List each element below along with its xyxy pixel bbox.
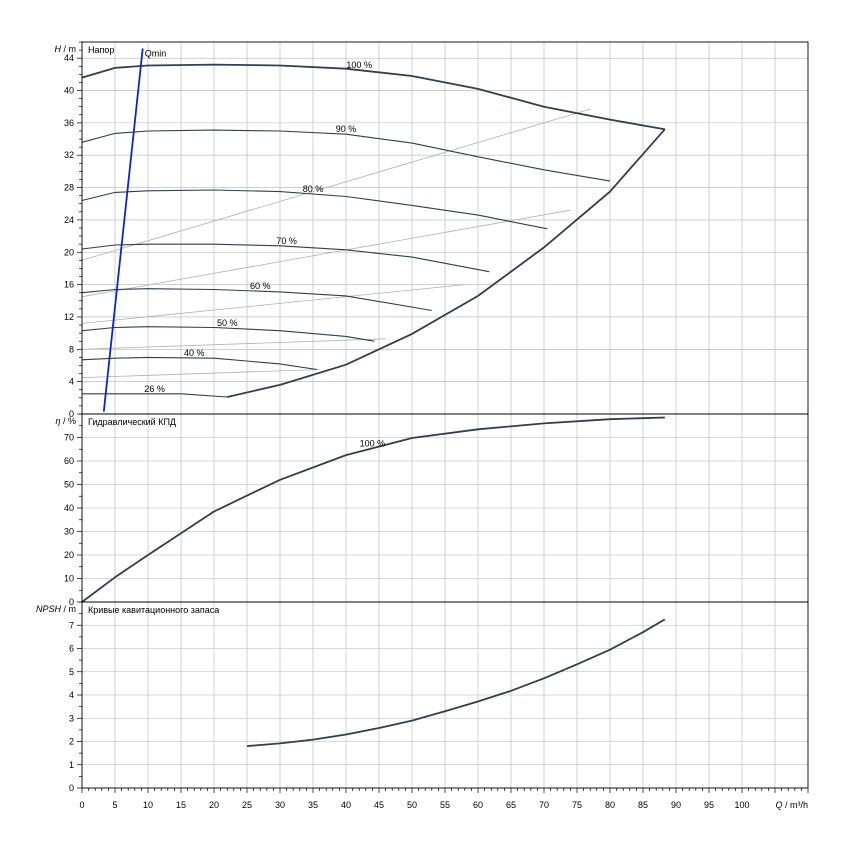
x-tick-label: 85 xyxy=(638,800,648,810)
y-tick-label: 1 xyxy=(69,760,74,770)
x-tick-label: 15 xyxy=(176,800,186,810)
x-tick-label: 20 xyxy=(209,800,219,810)
y-tick-label: 30 xyxy=(64,527,74,537)
x-tick-label: 95 xyxy=(704,800,714,810)
x-tick-label: 100 xyxy=(734,800,749,810)
x-tick-label: 60 xyxy=(473,800,483,810)
panel-2: 0 10 20 30 40 50 60 70 η / % Гидравлический КПД 10… xyxy=(55,413,809,607)
y-tick-label: 24 xyxy=(64,215,74,225)
series-label: 26 % xyxy=(144,384,165,394)
series-line xyxy=(81,129,611,182)
y-tick-label: 32 xyxy=(64,150,74,160)
y-tick-label: 36 xyxy=(64,118,74,128)
y-tick-label: 70 xyxy=(64,433,74,443)
qmin-label: Qmin xyxy=(145,48,167,58)
x-tick-label: 45 xyxy=(374,800,384,810)
y-tick-label: 8 xyxy=(69,344,74,354)
x-tick-label: 0 xyxy=(79,800,84,810)
series-line xyxy=(81,288,432,312)
series-line xyxy=(82,393,228,398)
y-tick-label: 7 xyxy=(69,620,74,630)
x-tick-label: 90 xyxy=(671,800,681,810)
series-line xyxy=(81,63,665,131)
x-tick-label: 40 xyxy=(341,800,351,810)
series-line xyxy=(81,243,490,273)
panel-title: Гидравлический КПД xyxy=(88,417,176,427)
series-line xyxy=(246,618,666,747)
y-tick-label: 0 xyxy=(69,597,74,607)
y-tick-label: 5 xyxy=(69,667,74,677)
series-label: 50 % xyxy=(217,318,238,328)
series-label: 40 % xyxy=(184,348,205,358)
y-tick-label: 20 xyxy=(64,247,74,257)
operating-limit-curve xyxy=(226,128,666,398)
y-tick-label: 3 xyxy=(69,713,74,723)
y-tick-label: 44 xyxy=(64,53,74,63)
y-tick-label: 28 xyxy=(64,183,74,193)
y-tick-label: 2 xyxy=(69,737,74,747)
panel-3: 0 1 2 3 4 5 6 7 NPSH / m Кривые кавитационного за… xyxy=(36,601,809,793)
y-tick-label: 12 xyxy=(64,312,74,322)
x-axis-label: Q / m³/h xyxy=(775,800,808,810)
y-tick-label: 0 xyxy=(69,409,74,419)
series-label: 80 % xyxy=(303,184,324,194)
series-line xyxy=(81,356,318,371)
efficiency-line xyxy=(81,209,571,298)
efficiency-line xyxy=(81,284,465,324)
x-tick-label: 55 xyxy=(440,800,450,810)
y-tick-label: 60 xyxy=(64,456,74,466)
series-line xyxy=(81,416,665,603)
x-tick-label: 50 xyxy=(407,800,417,810)
x-tick-label: 35 xyxy=(308,800,318,810)
y-tick-label: 6 xyxy=(69,644,74,654)
x-tick-label: 5 xyxy=(112,800,117,810)
series-line xyxy=(81,326,375,342)
panel-title: Напор xyxy=(88,45,114,55)
y-tick-label: 20 xyxy=(64,550,74,560)
efficiency-line xyxy=(81,369,320,378)
efficiency-line xyxy=(81,108,591,261)
x-tick-label: 65 xyxy=(506,800,516,810)
y-tick-label: 0 xyxy=(69,783,74,793)
x-tick-label: 70 xyxy=(539,800,549,810)
y-tick-label: 40 xyxy=(64,503,74,513)
series-label: 70 % xyxy=(276,236,297,246)
y-tick-label: 4 xyxy=(69,690,74,700)
x-tick-label: 25 xyxy=(242,800,252,810)
efficiency-line xyxy=(81,338,386,350)
y-axis-label: H / m xyxy=(55,44,77,54)
x-tick-label: 80 xyxy=(605,800,615,810)
y-tick-label: 40 xyxy=(64,86,74,96)
qmin-line xyxy=(102,48,144,412)
x-tick-label: 30 xyxy=(275,800,285,810)
series-label: 100 % xyxy=(360,438,386,448)
x-tick-label: 10 xyxy=(143,800,153,810)
series-label: 90 % xyxy=(336,124,357,134)
y-tick-label: 10 xyxy=(64,574,74,584)
series-line xyxy=(81,189,548,230)
y-axis-label: NPSH / m xyxy=(36,604,76,614)
y-tick-label: 16 xyxy=(64,280,74,290)
y-tick-label: 50 xyxy=(64,480,74,490)
panel-1: 0 4 8 12 16 20 24 28 32 36 40 44H / m Напор 100 % 90 %… xyxy=(55,41,809,419)
series-label: 60 % xyxy=(250,281,271,291)
y-tick-label: 4 xyxy=(69,377,74,387)
panel-title: Кривые кавитационного запаса xyxy=(88,605,219,615)
x-tick-label: 75 xyxy=(572,800,582,810)
y-axis-label: η / % xyxy=(55,416,76,426)
series-label: 100 % xyxy=(346,60,372,70)
